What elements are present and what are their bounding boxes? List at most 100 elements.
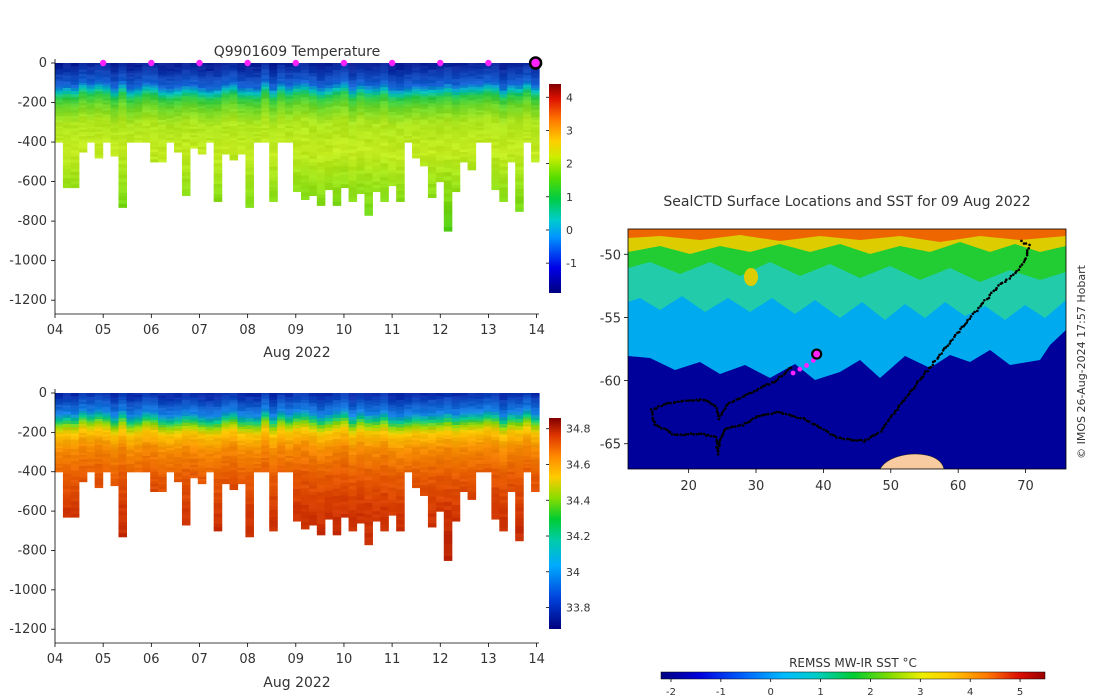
temperature-cell	[467, 119, 477, 123]
salinity-cell	[499, 413, 508, 418]
temperature-cell	[523, 102, 532, 106]
temperature-cell	[197, 126, 207, 130]
temperature-cell	[427, 140, 437, 145]
salinity-cell	[86, 402, 96, 406]
salinity-cell	[483, 454, 492, 457]
temperature-cell	[118, 153, 128, 158]
salinity-cell	[515, 396, 524, 401]
salinity-cell	[396, 448, 405, 453]
salinity-cell	[237, 415, 247, 419]
temperature-cell	[340, 97, 350, 101]
temperature-cell	[467, 79, 477, 83]
salinity-cell	[300, 426, 310, 431]
temperature-cell	[443, 84, 453, 89]
salinity-cell	[491, 484, 500, 489]
salinity-cell	[491, 471, 500, 476]
temperature-cell	[316, 191, 326, 196]
temperature-cell	[142, 132, 151, 135]
salinity-cell	[158, 400, 167, 404]
temperature-cell	[261, 124, 270, 127]
temperature-cell	[499, 111, 508, 116]
temperature-cell	[174, 85, 183, 89]
salinity-cell	[181, 501, 191, 506]
salinity-cell	[483, 467, 492, 471]
salinity-cell	[118, 490, 128, 495]
salinity-cell	[134, 434, 143, 437]
temperature-cell	[435, 107, 445, 112]
salinity-cell	[324, 468, 334, 473]
temperature-cell	[70, 115, 80, 120]
temperature-cell	[253, 124, 262, 127]
temperature-cell	[356, 115, 366, 120]
temperature-cell	[451, 79, 461, 83]
temperature-cell	[388, 112, 397, 116]
temperature-cell	[94, 138, 104, 142]
salinity-cell	[515, 492, 524, 497]
salinity-cell	[142, 414, 151, 418]
temperature-cell	[435, 178, 445, 183]
salinity-cell	[388, 396, 397, 400]
temperature-cell	[221, 65, 231, 69]
salinity-cell	[126, 404, 135, 408]
temperature-cell	[332, 191, 342, 196]
temperature-cell	[150, 127, 159, 131]
temperature-cell	[158, 142, 167, 146]
salinity-cell	[459, 410, 469, 414]
salinity-cell	[356, 467, 366, 472]
temperature-cell	[396, 107, 405, 113]
temperature-cell	[110, 153, 120, 157]
salinity-cell	[261, 432, 270, 435]
temperature-cell	[300, 161, 310, 166]
temperature-cell	[372, 175, 381, 180]
salinity-cell	[62, 399, 72, 403]
temperature-cell	[261, 134, 270, 137]
salinity-cell	[55, 444, 64, 447]
temperature-cell	[396, 83, 405, 88]
temperature-cell	[515, 148, 524, 153]
temperature-cell	[404, 132, 413, 135]
temperature-cell	[507, 97, 516, 101]
salinity-cell	[435, 481, 445, 486]
salinity-cell	[491, 509, 500, 514]
temperature-cell	[245, 196, 254, 201]
salinity-cell	[70, 470, 80, 475]
temperature-cell	[181, 172, 191, 177]
salinity-cell	[245, 504, 254, 509]
salinity-cell	[55, 452, 64, 455]
temperature-cell	[412, 155, 421, 159]
salinity-cell	[174, 412, 183, 416]
salinity-cell	[86, 432, 96, 435]
salinity-cell	[300, 505, 310, 510]
temperature-cell	[451, 162, 461, 167]
salinity-cell	[221, 406, 231, 410]
salinity-cell	[189, 471, 199, 475]
temperature-cell	[475, 134, 485, 137]
temperature-cell	[356, 105, 366, 110]
salinity-cell	[86, 393, 96, 396]
temperature-cell	[269, 97, 278, 102]
salinity-cell	[70, 498, 80, 503]
temperature-cell	[404, 114, 413, 117]
temperature-cell	[150, 87, 159, 91]
salinity-cell	[166, 461, 175, 465]
temperature-cell	[277, 84, 286, 88]
salinity-profile-column	[253, 393, 262, 473]
salinity-cell	[70, 396, 80, 400]
temperature-cell	[380, 63, 389, 68]
temperature-cell	[435, 104, 445, 109]
salinity-cell	[483, 416, 492, 420]
temperature-cell	[285, 122, 294, 125]
salinity-cell	[181, 412, 191, 417]
salinity-cell	[166, 426, 175, 430]
temperature-cell	[261, 112, 270, 115]
temperature-cell	[62, 78, 72, 83]
salinity-cell	[213, 513, 223, 518]
temperature-cell	[269, 76, 278, 81]
temperature-cell	[324, 104, 334, 108]
temperature-profile-column	[412, 63, 421, 159]
salinity-cell	[181, 485, 191, 490]
salinity-cell	[213, 503, 223, 508]
salinity-cell	[213, 465, 223, 470]
temperature-cell	[78, 85, 88, 89]
temperature-x-tick-label: 09	[288, 323, 305, 338]
